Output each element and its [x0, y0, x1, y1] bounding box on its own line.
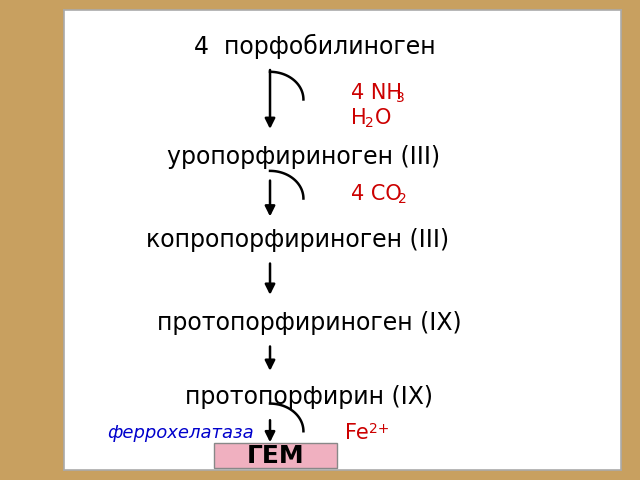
Text: 4  порфобилиноген: 4 порфобилиноген: [194, 34, 435, 59]
FancyBboxPatch shape: [214, 443, 337, 468]
Text: протопорфирин (IX): протопорфирин (IX): [185, 384, 433, 408]
Text: 2+: 2+: [369, 422, 389, 436]
Text: 4 CO: 4 CO: [351, 184, 401, 204]
Text: феррохелатаза: феррохелатаза: [108, 424, 254, 442]
Text: Fe: Fe: [345, 422, 369, 443]
Text: 4 NH: 4 NH: [351, 83, 402, 103]
Text: 2: 2: [365, 117, 374, 131]
Text: H: H: [351, 108, 366, 128]
Text: ГЕМ: ГЕМ: [247, 444, 305, 468]
Text: 2: 2: [398, 192, 407, 206]
Text: копропорфириноген (III): копропорфириноген (III): [147, 228, 449, 252]
Text: 3: 3: [396, 91, 405, 105]
Text: O: O: [375, 108, 392, 128]
Text: уропорфириноген (III): уропорфириноген (III): [167, 145, 440, 169]
Text: протопорфириноген (IX): протопорфириноген (IX): [157, 311, 461, 335]
